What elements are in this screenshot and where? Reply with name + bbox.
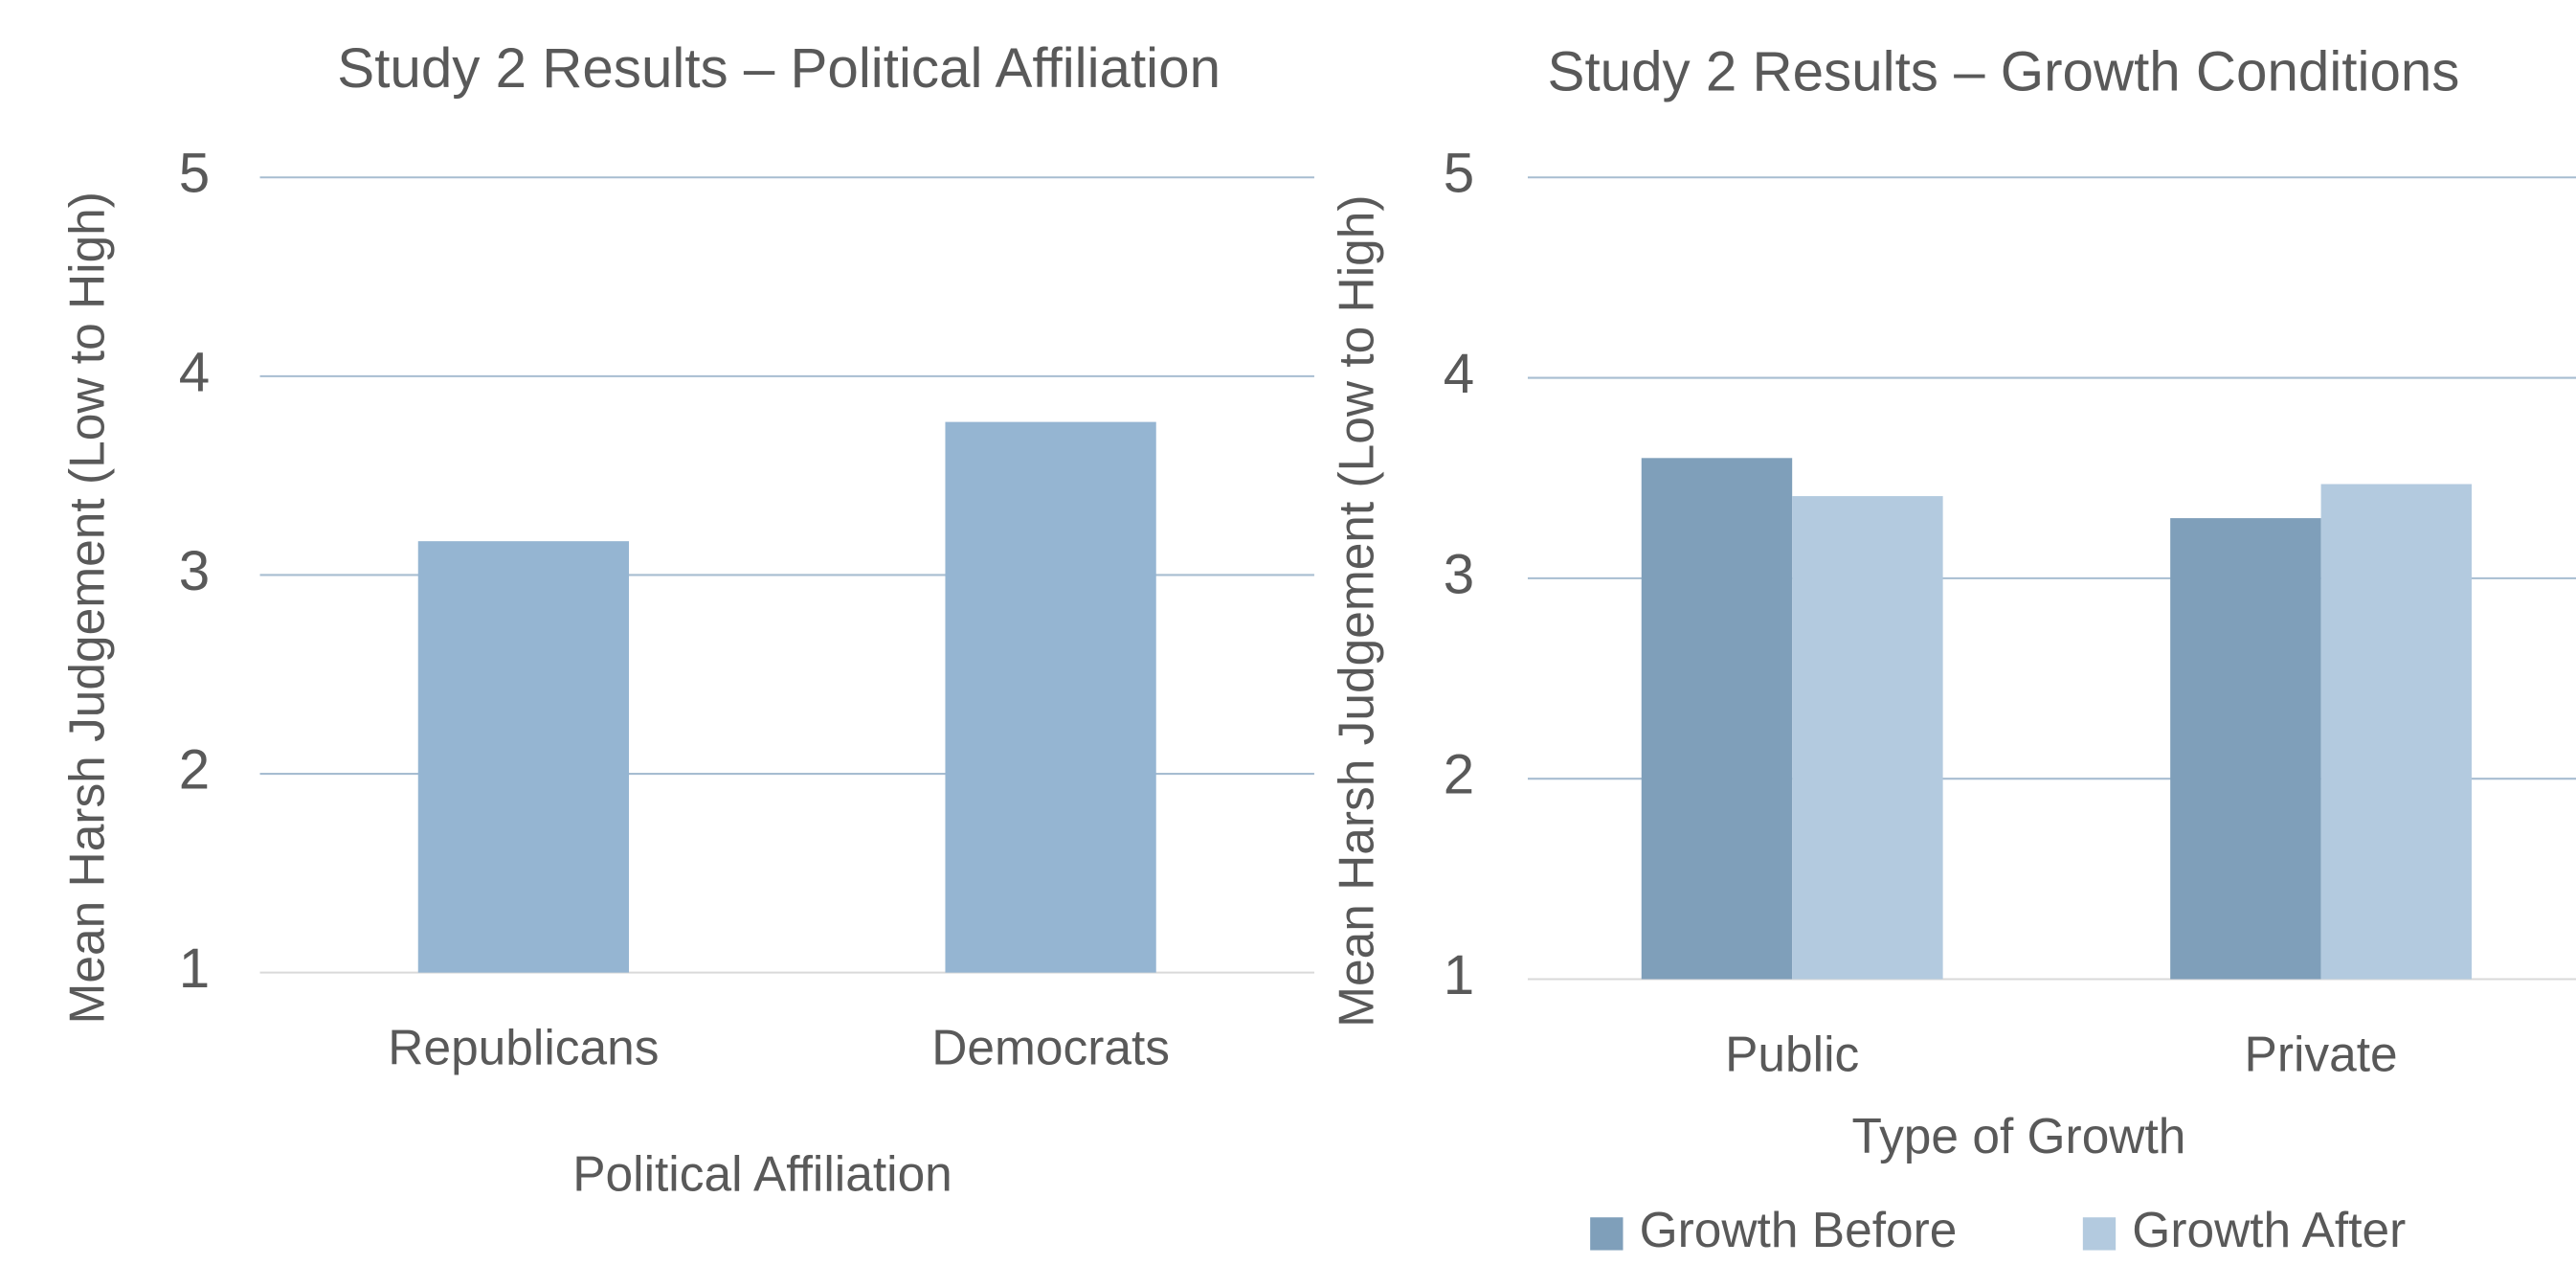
y-tick-label: 4	[179, 341, 210, 403]
x-axis-label: Political Affiliation	[572, 1146, 952, 1202]
y-axis-label: Mean Harsh Judgement (Low to High)	[58, 192, 114, 1024]
y-tick-label: 3	[1444, 543, 1474, 605]
bar	[2170, 518, 2321, 980]
x-tick-label: Democrats	[931, 1020, 1170, 1075]
x-tick-label: Republicans	[388, 1020, 659, 1075]
legend-swatch	[1590, 1217, 1624, 1251]
chart-title: Study 2 Results – Growth Conditions	[1548, 40, 2460, 102]
bar	[2320, 484, 2473, 980]
y-tick-label: 4	[1444, 343, 1474, 405]
y-axis-label: Mean Harsh Judgement (Low to High)	[1329, 194, 1384, 1027]
bar	[1792, 496, 1943, 980]
y-tick-label: 2	[179, 738, 210, 801]
y-tick-label: 5	[1444, 143, 1474, 205]
x-tick-label: Private	[2245, 1026, 2398, 1081]
x-tick-label: Public	[1725, 1026, 1859, 1081]
bar	[945, 421, 1156, 973]
bar	[1641, 458, 1793, 980]
bar	[417, 541, 630, 973]
chart-title: Study 2 Results – Political Affiliation	[337, 37, 1221, 100]
legend-swatch	[2082, 1217, 2117, 1251]
y-tick-label: 3	[179, 540, 210, 602]
legend-label: Growth Before	[1640, 1202, 1958, 1257]
y-tick-label: 2	[1444, 744, 1474, 806]
legend-label: Growth After	[2132, 1202, 2406, 1257]
x-axis-label: Type of Growth	[1851, 1108, 2185, 1163]
y-tick-label: 5	[179, 143, 210, 205]
y-tick-label: 1	[1444, 944, 1474, 1006]
y-tick-label: 1	[179, 937, 210, 1000]
